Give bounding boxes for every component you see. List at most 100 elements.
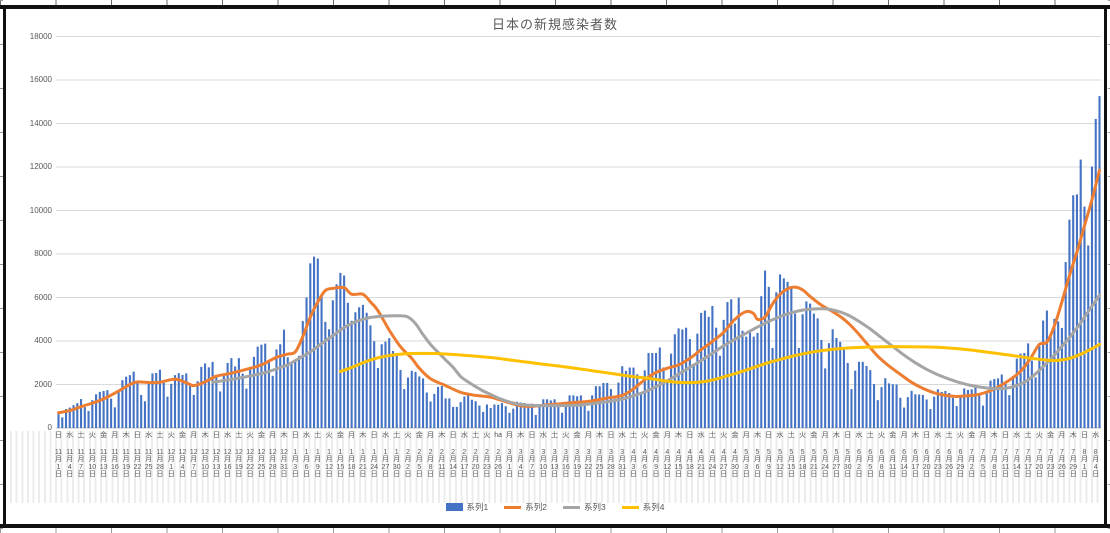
x-axis-tick-label: 月 3 月 22 日 [584, 432, 593, 478]
x-axis-tick-label: 水 5 月 12 日 [776, 432, 784, 478]
x-axis-tick-label: 日 3 月 28 日 [607, 432, 615, 478]
x-axis-tick-label: 日 7 月 11 日 [1001, 432, 1010, 478]
legend-item-系列4[interactable]: 系列4 [621, 501, 665, 513]
x-axis-tick-label: 土 6 月 26 日 [945, 432, 954, 478]
x-axis-tick-label: 水 2 月 17 日 [460, 432, 469, 478]
legend-label: 系列3 [584, 502, 606, 512]
line-series-4[interactable] [338, 343, 1101, 385]
legend-bar-swatch [445, 503, 463, 511]
y-axis-tick-label: 12000 [29, 162, 52, 171]
x-axis-tick-label: 月 1 月 18 日 [347, 432, 356, 478]
sheet-column-ticks-top [0, 0, 1110, 5]
x-axis-tick-label: 土 11 月 28 日 [156, 432, 164, 478]
legend-item-系列3[interactable]: 系列3 [563, 501, 606, 513]
x-axis-tick-label: 土 3 月 13 日 [550, 432, 559, 478]
x-axis-tick-label: 金 7 月 23 日 [1046, 432, 1055, 478]
x-axis-tick-label: 月 7 月 26 日 [1058, 432, 1066, 478]
bars-series-1[interactable] [57, 96, 1101, 429]
x-axis-tick-label: 木 7 月 29 日 [1069, 432, 1078, 478]
x-axis-tick-label: 日 11 月 1 日 [54, 432, 63, 478]
x-axis-tick-label: 水 11 月 4 日 [66, 432, 74, 478]
legend[interactable]: 系列1 系列2 系列3 系列4 [6, 501, 1104, 513]
legend-line-swatch [621, 505, 639, 509]
x-axis-tick-label: 木 12 月 10 日 [201, 432, 209, 478]
x-axis-tick-label: 日 1 月 24 日 [370, 432, 379, 478]
legend-item-系列1[interactable]: 系列1 [445, 501, 489, 513]
y-axis-tick-label: 2000 [34, 379, 52, 389]
x-axis-tick-label: 火 3 月 16 日 [561, 432, 570, 478]
chart-frame-top [0, 5, 1110, 9]
x-axis-tick-label: 金 5 月 21 日 [809, 432, 818, 478]
x-axis-tick-label: 火 12 月 1 日 [167, 432, 176, 478]
x-axis-tick-label: 土 2 月 20 日 [471, 432, 480, 478]
x-axis-tick-label: 日 11 月 22 日 [133, 432, 142, 478]
x-axis-tick-label: 木 4 月 15 日 [674, 432, 683, 478]
x-axis-tick-label: 日 2 月 14 日 [449, 432, 457, 478]
y-axis-tick-label: 10000 [29, 205, 52, 215]
y-axis-tick-label: 0 [47, 423, 52, 432]
x-axis-tick-label: 火 12 月 22 日 [246, 432, 255, 478]
x-axis-tick-label: 木 12 月 31 日 [280, 432, 288, 478]
chart-frame-left [3, 5, 6, 528]
x-axis-tick-label: 水 3 月 31 日 [618, 432, 627, 478]
x-axis-tick-label: 日 12 月 13 日 [212, 432, 221, 478]
x-axis-tick-label: 金 12 月 4 日 [178, 432, 187, 478]
x-axis-tick-label: 木 6 月 17 日 [911, 432, 920, 478]
y-axis-tick-label: 18000 [29, 31, 52, 41]
x-axis-tick-label: 火 2 月 23 日 [483, 432, 491, 478]
chart-frame-bottom [0, 524, 1110, 528]
x-axis-tick-label: 金 11 月 13 日 [99, 432, 108, 478]
x-axis-tick-label: 火 1 月 12 日 [325, 432, 333, 478]
y-axis-tick-label: 14000 [29, 118, 52, 128]
x-axis-tick-label: 土 11 月 7 日 [77, 432, 85, 478]
x-axis-tick-label: 木 1 月 21 日 [359, 432, 367, 478]
legend-label: 系列4 [642, 502, 665, 512]
sheet-row-ticks-right [1108, 0, 1110, 533]
x-axis-tick-label: 金 6 月 11 日 [889, 432, 897, 478]
x-axis-tick-label: 火 6 月 29 日 [956, 432, 965, 478]
legend-item-系列2[interactable]: 系列2 [504, 501, 547, 513]
y-axis-tick-label: 8000 [34, 249, 52, 258]
x-axis-tick-label: 日 5 月 30 日 [843, 432, 852, 478]
x-axis-tick-label: 月 4 月 12 日 [663, 432, 672, 478]
chart-area[interactable]: 日本の新規感染者数 0 2000 4000 6000 8000 10000 12000 140… [6, 9, 1104, 524]
x-axis-tick-label: 水 3 月 10 日 [539, 432, 548, 478]
line-series-2[interactable] [57, 168, 1101, 415]
x-axis-tick-label: 月 12 月 28 日 [268, 432, 277, 478]
x-axis-tick-label: 火 7 月 20 日 [1035, 432, 1044, 478]
x-axis-tick-label: 水 11 月 25 日 [144, 432, 153, 478]
x-axis-tick-label: 月 6 月 14 日 [900, 432, 908, 478]
sheet-column-ticks-bottom [0, 528, 1110, 533]
y-axis-tick-label: 6000 [34, 292, 52, 302]
gridlines [56, 36, 1101, 429]
x-axis-tick-label: 火 5 月 18 日 [798, 432, 807, 478]
x-axis-tick-label: 金 12 月 25 日 [257, 432, 266, 478]
x-axis-tick-label: 土 1 月 30 日 [392, 432, 401, 478]
x-axis-tick-label: 日 6 月 20 日 [922, 432, 931, 478]
x-axis-tick-label: 水 12 月 16 日 [223, 432, 232, 478]
sheet-row-ticks-left [0, 0, 3, 533]
x-axis-tick-label: 月 12 月 7 日 [189, 432, 198, 478]
x-axis-tick-label: 土 12 月 19 日 [234, 432, 243, 478]
x-axis-tick-label: 木 3 月 25 日 [595, 432, 604, 478]
x-axis-tick-label: 水 6 月 23 日 [933, 432, 942, 478]
chart-title: 日本の新規感染者数 [491, 17, 618, 32]
legend-label: 系列1 [466, 502, 489, 512]
x-axis-tick-label: 月 5 月 24 日 [821, 432, 830, 478]
line-series-3[interactable] [211, 293, 1101, 408]
legend-line-swatch [504, 505, 522, 509]
x-axis-tick-label: 木 2 月 11 日 [438, 432, 446, 478]
